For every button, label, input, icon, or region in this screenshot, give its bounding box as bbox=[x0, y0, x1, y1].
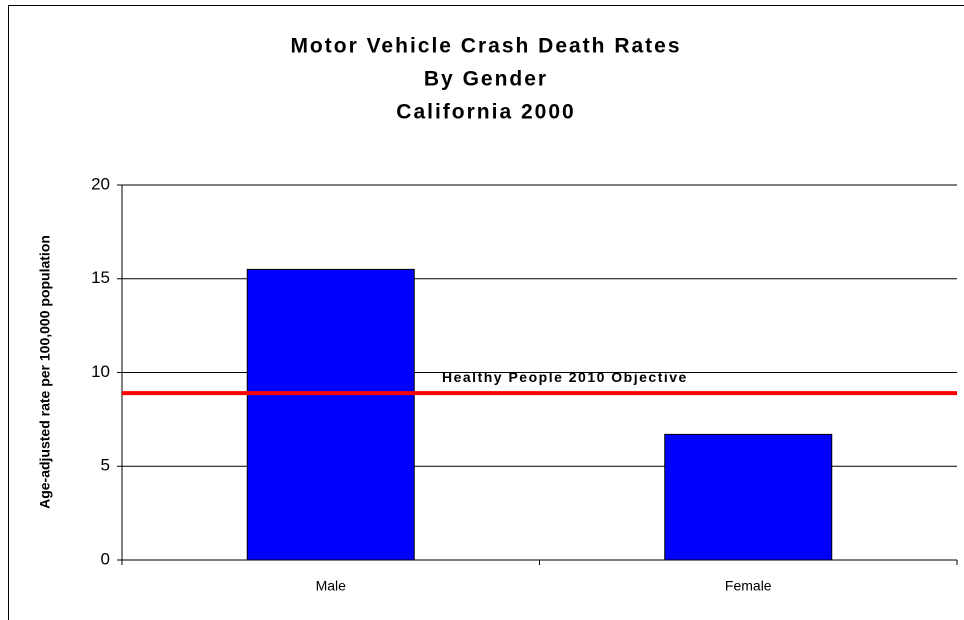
chart-title: California 2000 bbox=[396, 101, 575, 124]
y-tick-label: 10 bbox=[91, 362, 110, 381]
y-tick-label: 0 bbox=[101, 549, 110, 568]
y-tick-label: 20 bbox=[91, 174, 110, 193]
reference-label: Healthy People 2010 Objective bbox=[442, 369, 688, 385]
y-tick-label: 15 bbox=[91, 268, 110, 287]
y-axis-label: Age-adjusted rate per 100,000 population bbox=[37, 235, 53, 509]
y-tick-label: 5 bbox=[101, 456, 110, 475]
x-tick-label: Female bbox=[725, 578, 772, 594]
chart-title: Motor Vehicle Crash Death Rates bbox=[290, 35, 681, 58]
chart-title: By Gender bbox=[424, 68, 548, 91]
bar bbox=[664, 433, 833, 561]
x-tick-label: Male bbox=[316, 578, 347, 594]
bar bbox=[246, 268, 415, 561]
chart-frame bbox=[8, 5, 964, 620]
